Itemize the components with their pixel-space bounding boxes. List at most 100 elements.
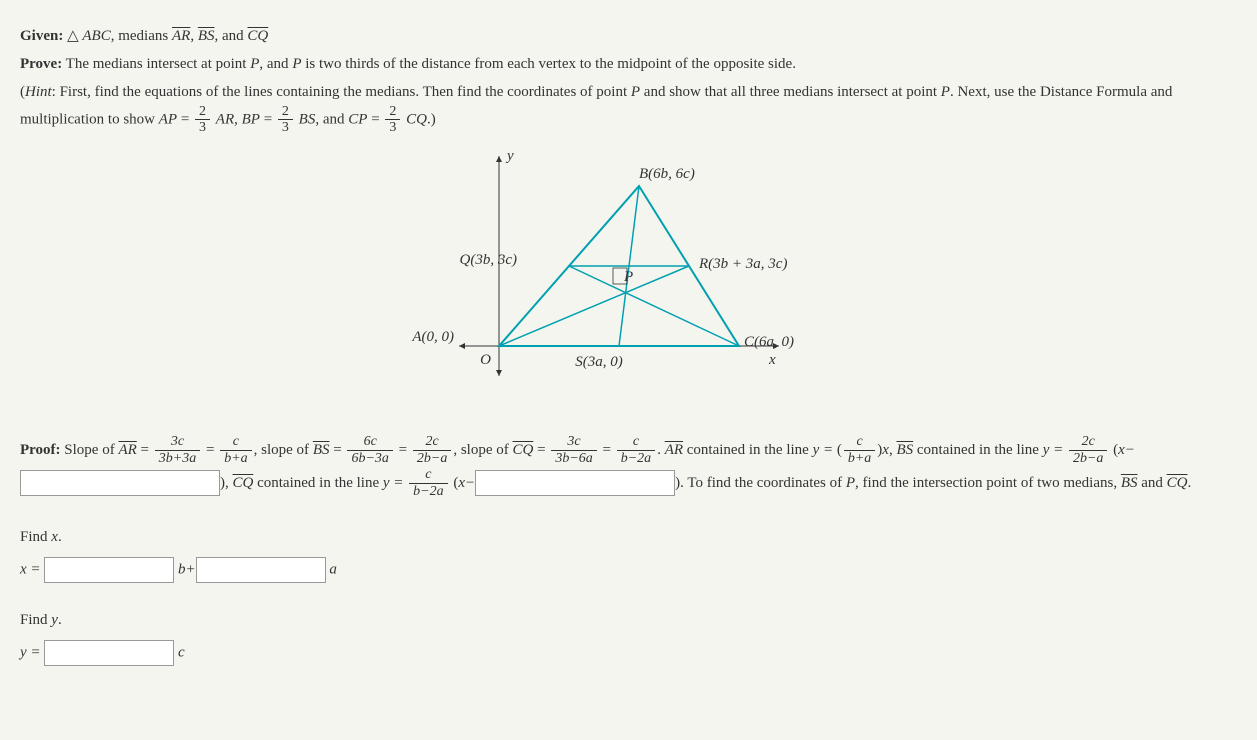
input-cq-shift[interactable] bbox=[475, 470, 675, 496]
findy-period: . bbox=[58, 612, 62, 628]
lp-1: ( bbox=[837, 442, 842, 458]
pt-a: A(0, 0) bbox=[411, 329, 454, 345]
given-abc: ABC bbox=[82, 28, 110, 44]
f3d: 6b−3a bbox=[347, 451, 392, 466]
proof-label: Proof: bbox=[20, 442, 61, 458]
find-intersect: find the intersection point of two media… bbox=[863, 475, 1121, 491]
triangle-diagram: y x O A(0, 0) B(6b, 6c) C(6a, 0) Q(3b, 3… bbox=[20, 146, 1237, 414]
eq-5: = bbox=[533, 442, 549, 458]
contained-3: contained in the line bbox=[253, 475, 383, 491]
f5d: 3b−6a bbox=[551, 451, 596, 466]
findy-label: Find bbox=[20, 612, 51, 628]
f5n: 3c bbox=[551, 434, 596, 450]
find-y-row: y = c bbox=[20, 640, 1237, 666]
hint-label: Hint bbox=[25, 84, 52, 100]
hint-bs: BS bbox=[299, 111, 316, 127]
findx-label: Find bbox=[20, 529, 51, 545]
eq-6: = bbox=[599, 442, 615, 458]
and-1: and bbox=[1138, 475, 1167, 491]
axis-x-label: x bbox=[768, 352, 776, 368]
given-txt2: , medians bbox=[111, 28, 172, 44]
hint-text2: and show that all three medians intersec… bbox=[640, 84, 941, 100]
contained-1: contained in the line bbox=[683, 442, 813, 458]
f23n-3: 2 bbox=[385, 104, 400, 120]
input-y-coeff-c[interactable] bbox=[44, 640, 174, 666]
prove-text3: is two thirds of the distance from each … bbox=[301, 56, 795, 72]
prove-text2: , and bbox=[259, 56, 292, 72]
f1n: 3c bbox=[155, 434, 200, 450]
c-unit: c bbox=[178, 644, 185, 660]
comma-3: , bbox=[225, 475, 233, 491]
period-1: . bbox=[657, 442, 665, 458]
hint-p: P bbox=[631, 84, 640, 100]
f8n: 2c bbox=[1069, 434, 1107, 450]
given-and: , and bbox=[214, 28, 247, 44]
f7d: b+a bbox=[844, 451, 875, 466]
eq-3: = bbox=[329, 442, 345, 458]
f9n: c bbox=[409, 467, 447, 483]
f6n: c bbox=[617, 434, 655, 450]
f23n-1: 2 bbox=[195, 104, 210, 120]
prove-p: P bbox=[250, 56, 259, 72]
pt-q: Q(3b, 3c) bbox=[459, 252, 516, 268]
hint-cp: CP bbox=[348, 111, 367, 127]
prove-label: Prove: bbox=[20, 56, 62, 72]
slope-of-3: slope of bbox=[461, 442, 513, 458]
to-find: . To find the coordinates of bbox=[680, 475, 846, 491]
findy-y: y bbox=[51, 612, 58, 628]
hint-p2: P bbox=[941, 84, 950, 100]
cq-3: CQ bbox=[1167, 475, 1188, 491]
f9d: b−2a bbox=[409, 484, 447, 499]
axis-y-label: y bbox=[505, 148, 514, 164]
contained-2: contained in the line bbox=[917, 442, 1043, 458]
f8d: 2b−a bbox=[1069, 451, 1107, 466]
hint-cq: CQ bbox=[406, 111, 427, 127]
slope-of-2: slope of bbox=[261, 442, 313, 458]
comma-2: , bbox=[453, 442, 461, 458]
eq-1: = bbox=[137, 442, 153, 458]
proof-block: Proof: Slope of AR = 3c3b+3a = cb+a, slo… bbox=[20, 434, 1237, 500]
f2d: b+a bbox=[220, 451, 251, 466]
hint-eq2: = bbox=[260, 111, 276, 127]
slope-of-1: Slope of bbox=[61, 442, 119, 458]
hint-text1: : First, find the equations of the lines… bbox=[52, 84, 631, 100]
prove-text: The medians intersect at point bbox=[62, 56, 250, 72]
pt-p: P bbox=[623, 269, 633, 285]
period-end: . bbox=[1188, 475, 1192, 491]
hint-eq3: = bbox=[367, 111, 383, 127]
bs-2: BS bbox=[896, 442, 913, 458]
f23n-2: 2 bbox=[278, 104, 293, 120]
f23d-1: 3 bbox=[195, 120, 210, 135]
find-x-heading: Find x. bbox=[20, 525, 1237, 549]
input-x-coeff-a[interactable] bbox=[196, 557, 326, 583]
findx-x: x bbox=[51, 529, 58, 545]
pt-b: B(6b, 6c) bbox=[639, 166, 695, 182]
xeq-label: x = bbox=[20, 561, 41, 577]
pt-s: S(3a, 0) bbox=[575, 354, 623, 370]
input-x-coeff-b[interactable] bbox=[44, 557, 174, 583]
f6d: b−2a bbox=[617, 451, 655, 466]
f4n: 2c bbox=[413, 434, 451, 450]
pt-r: R(3b + 3a, 3c) bbox=[698, 256, 787, 272]
x-1: x, bbox=[882, 442, 896, 458]
given-cq: CQ bbox=[247, 28, 268, 44]
prove-line: Prove: The medians intersect at point P,… bbox=[20, 52, 1237, 76]
hint-ap: AP bbox=[159, 111, 177, 127]
input-bs-shift[interactable] bbox=[20, 470, 220, 496]
findx-period: . bbox=[58, 529, 62, 545]
f1d: 3b+3a bbox=[155, 451, 200, 466]
given-label: Given: bbox=[20, 28, 63, 44]
eq-2: = bbox=[202, 442, 218, 458]
pt-c: C(6a, 0) bbox=[744, 334, 794, 350]
p-final: P bbox=[846, 475, 855, 491]
find-y-heading: Find y. bbox=[20, 608, 1237, 632]
hint-bp: BP bbox=[242, 111, 260, 127]
cq-1: CQ bbox=[513, 442, 534, 458]
axis-origin: O bbox=[480, 352, 491, 368]
ar-1: AR bbox=[118, 442, 136, 458]
hint-eq1: = bbox=[177, 111, 193, 127]
yeq-2: y = bbox=[1043, 442, 1067, 458]
given-comma1: , bbox=[190, 28, 198, 44]
f23d-2: 3 bbox=[278, 120, 293, 135]
yeq-3: y = bbox=[383, 475, 407, 491]
